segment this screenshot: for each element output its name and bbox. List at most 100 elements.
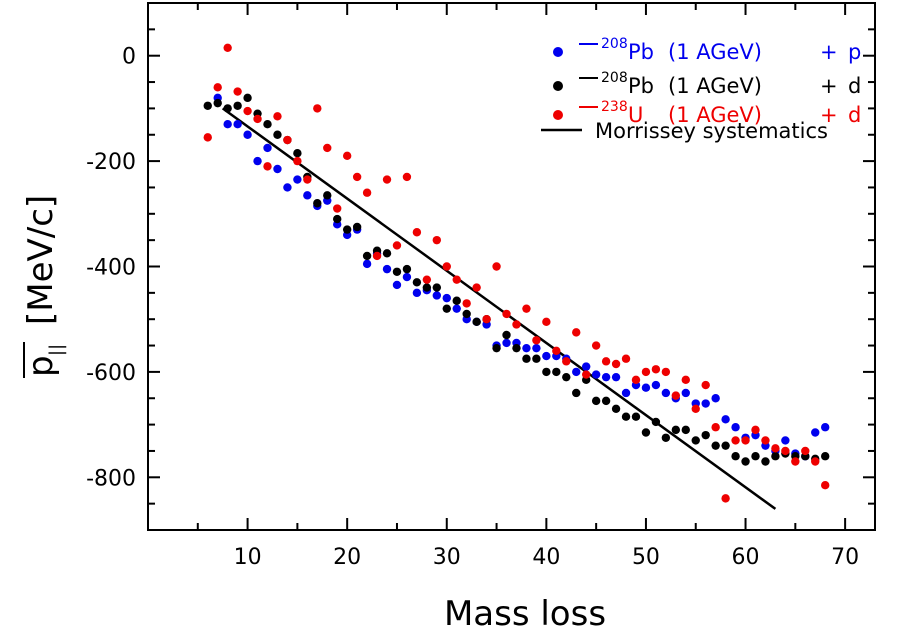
data-point-series-1 — [821, 452, 830, 461]
data-point-series-0 — [611, 372, 621, 382]
data-point-series-2 — [482, 315, 491, 324]
x-tick-label: 40 — [532, 545, 560, 570]
data-point-series-2 — [283, 135, 292, 145]
data-point-series-1 — [472, 317, 481, 327]
data-point-series-2 — [243, 106, 252, 116]
data-point-series-1 — [323, 191, 332, 200]
data-point-series-2 — [382, 175, 392, 184]
data-point-series-2 — [492, 262, 501, 271]
data-point-series-2 — [631, 375, 641, 385]
data-point-series-2 — [452, 275, 461, 284]
data-point-series-1 — [751, 452, 760, 461]
data-point-series-2 — [761, 436, 770, 445]
legend-mass-number: 208 — [601, 36, 628, 52]
data-point-series-2 — [432, 235, 442, 245]
data-point-series-2 — [731, 436, 740, 445]
data-point-series-0 — [621, 388, 631, 398]
legend-plus: + — [820, 40, 838, 64]
data-point-series-2 — [661, 367, 671, 377]
data-point-series-1 — [402, 264, 412, 274]
data-point-series-2 — [751, 425, 760, 435]
data-point-series-1 — [691, 436, 700, 445]
data-point-series-2 — [392, 241, 402, 250]
data-point-series-0 — [382, 264, 392, 274]
data-point-series-2 — [532, 336, 541, 345]
data-point-series-1 — [532, 354, 541, 363]
data-point-series-1 — [203, 101, 212, 110]
data-point-series-1 — [721, 441, 730, 450]
legend-target: d — [848, 74, 861, 98]
data-point-series-1 — [362, 251, 372, 261]
data-point-series-2 — [771, 444, 780, 453]
data-point-series-1 — [661, 433, 671, 442]
data-point-series-1 — [552, 367, 561, 377]
data-point-series-2 — [641, 367, 651, 377]
data-point-series-2 — [303, 175, 312, 184]
legend-mass-number: 208 — [601, 70, 628, 86]
data-point-series-2 — [422, 275, 432, 284]
legend-marker — [553, 47, 563, 57]
data-point-series-2 — [333, 204, 342, 213]
data-point-series-2 — [342, 151, 352, 161]
data-point-series-2 — [781, 446, 790, 456]
data-point-series-2 — [412, 228, 422, 237]
data-point-series-2 — [293, 156, 302, 166]
legend-plus: + — [820, 74, 838, 98]
data-point-series-2 — [701, 380, 710, 390]
data-point-series-1 — [711, 441, 720, 450]
data-point-series-0 — [781, 436, 790, 445]
data-point-series-0 — [452, 304, 461, 313]
y-tick-label: -400 — [86, 256, 136, 281]
data-point-series-1 — [771, 452, 780, 461]
data-point-series-0 — [542, 351, 551, 361]
data-point-series-2 — [442, 262, 451, 271]
data-point-series-2 — [572, 328, 581, 337]
x-axis-title: Mass loss — [444, 594, 606, 632]
data-point-series-2 — [621, 354, 631, 363]
data-point-series-2 — [542, 317, 551, 327]
legend-plus: + — [820, 103, 838, 127]
data-point-series-0 — [701, 399, 710, 408]
data-point-series-2 — [372, 251, 382, 261]
data-point-series-0 — [402, 272, 412, 282]
data-point-series-1 — [352, 222, 362, 232]
morrissey-line — [221, 107, 777, 510]
data-point-series-0 — [502, 338, 511, 348]
data-point-series-1 — [741, 457, 750, 466]
data-point-series-0 — [233, 120, 242, 129]
data-point-series-0 — [532, 343, 541, 353]
legend-marker — [553, 110, 563, 120]
data-point-series-2 — [233, 87, 242, 96]
data-point-series-2 — [472, 283, 481, 292]
legend-element: Pb — [628, 74, 654, 98]
data-point-series-2 — [253, 114, 262, 124]
data-point-series-0 — [721, 415, 730, 424]
x-tick-label: 10 — [234, 545, 262, 570]
y-axis-unit: [MeV/c] — [21, 195, 61, 325]
data-point-series-2 — [462, 299, 471, 308]
data-point-series-2 — [313, 104, 322, 113]
data-point-series-1 — [233, 101, 242, 110]
data-point-series-1 — [502, 330, 511, 340]
x-tick-label: 60 — [732, 545, 760, 570]
data-point-series-0 — [253, 156, 262, 166]
data-point-series-2 — [821, 481, 830, 490]
data-point-series-1 — [701, 430, 710, 440]
data-point-series-2 — [512, 320, 521, 329]
data-point-series-0 — [522, 343, 531, 353]
data-point-series-2 — [502, 309, 511, 319]
data-point-series-1 — [382, 249, 392, 258]
legend-energy: (1 AGeV) — [668, 74, 762, 98]
data-point-series-0 — [661, 388, 671, 398]
legend-energy: (1 AGeV) — [668, 103, 762, 127]
data-point-series-2 — [791, 457, 800, 466]
legend-energy: (1 AGeV) — [668, 40, 762, 64]
data-point-series-2 — [651, 365, 661, 374]
y-tick-label: -800 — [86, 466, 136, 491]
data-point-series-0 — [223, 120, 232, 129]
data-point-series-2 — [711, 423, 720, 432]
data-point-series-1 — [293, 148, 302, 158]
data-point-series-2 — [581, 370, 591, 379]
data-points — [203, 43, 830, 503]
